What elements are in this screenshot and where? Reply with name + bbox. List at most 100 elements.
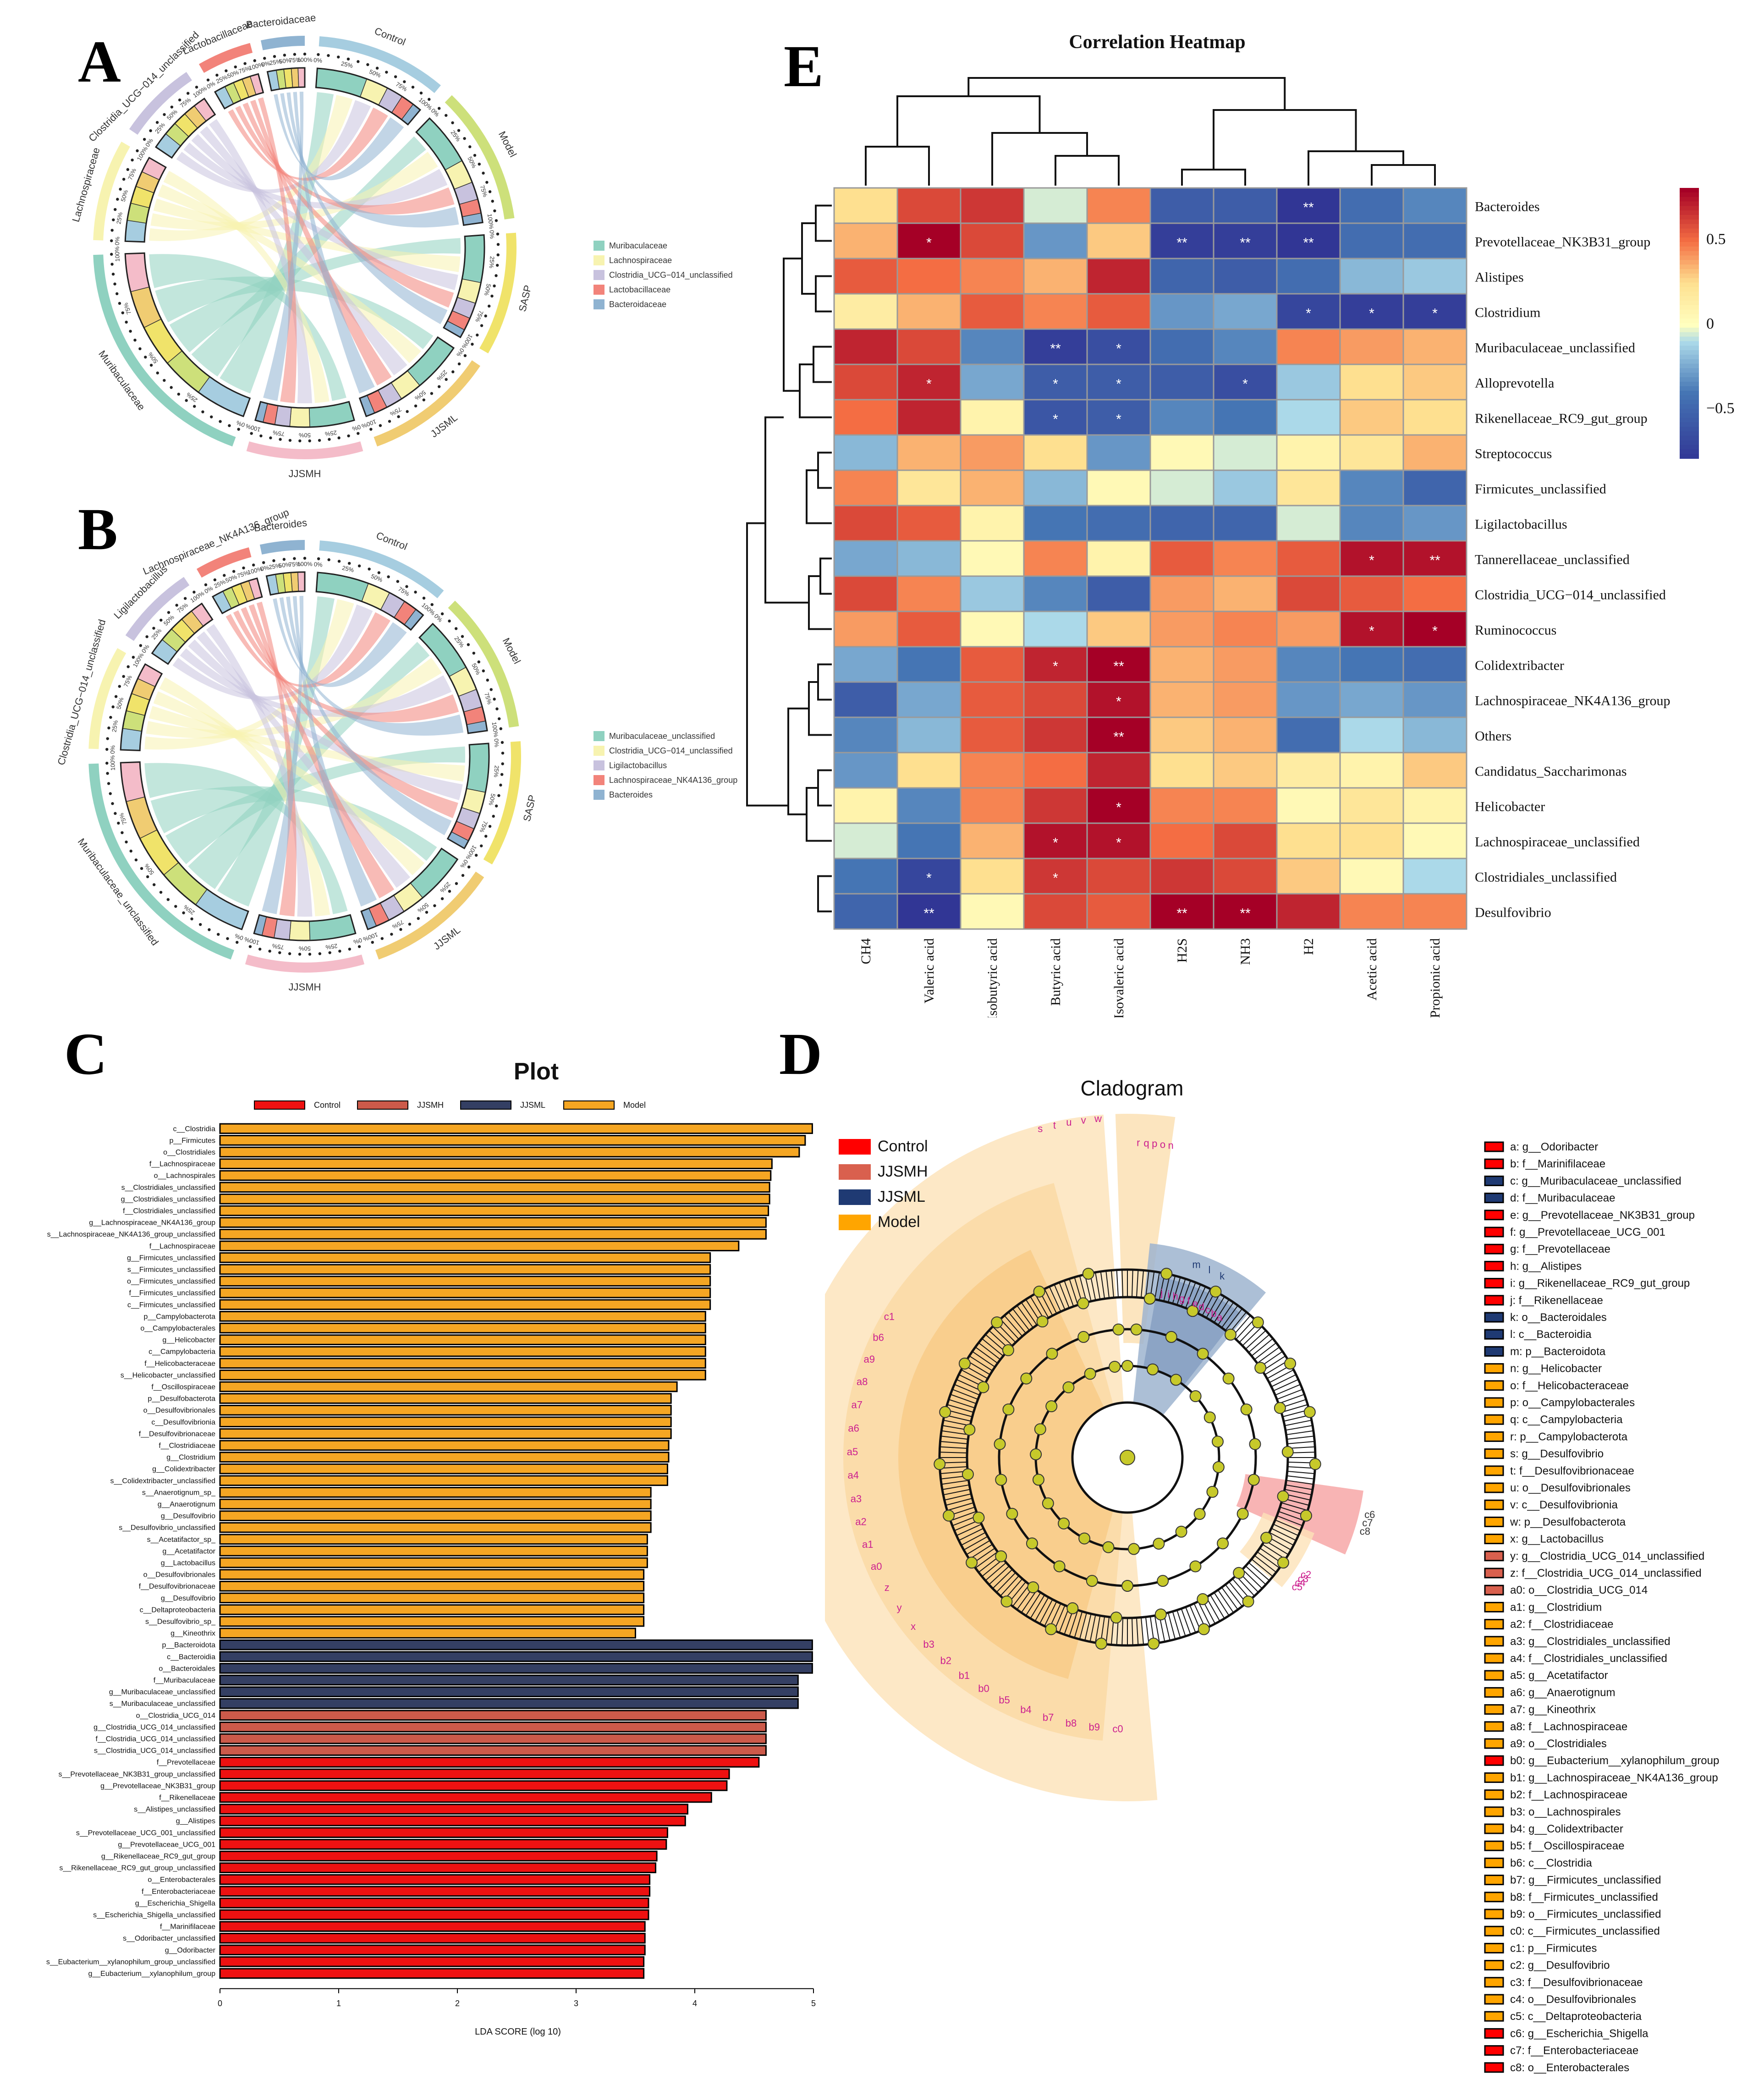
track-outline [120,761,249,930]
heatmap-cell [1149,363,1214,401]
clade-node [1078,1532,1091,1545]
tick-dot [110,263,114,266]
clade-spoke [1286,1475,1314,1480]
bar-label: s__Rikenellaceae_RC9_gut_group_unclassif… [59,1865,215,1872]
key-label: a1: g__Clostridium [1510,1601,1602,1613]
bar-label: g__Escherichia_Shigella [135,1899,215,1907]
clade-spoke [1181,1608,1191,1635]
track-outline [253,914,357,941]
key-label: e: g__Prevotellaceae_NK3B31_group [1510,1209,1695,1221]
key-swatch [1484,1260,1504,1271]
tick-dot [163,113,166,116]
bar [219,1276,711,1287]
heatmap-cell [1023,752,1088,789]
bar-label: s__Acetatifactor_sp_ [147,1536,216,1544]
tick-dot [478,162,481,166]
heatmap-cell [1339,399,1404,436]
clade-spoke [947,1404,974,1413]
clade-spoke [1039,1599,1053,1624]
tick-dot [107,782,110,785]
clade-spoke [1049,1286,1061,1312]
bar-label: f__Helicobacteraceae [144,1360,215,1368]
row-label: Alistipes [1475,270,1524,285]
bar-label: f__Muribaculaceae [154,1677,215,1684]
clade-node [1086,1575,1098,1587]
tick-dot [136,149,139,153]
bar [219,1886,651,1897]
tick-dot [178,98,181,102]
row-label: Lachnospiraceae_unclassified [1475,835,1640,850]
heatmap-cell [1023,611,1088,648]
legend-swatch [839,1164,871,1180]
clade-label: a4 [848,1469,859,1481]
clade-label: a7 [851,1399,862,1410]
clade-spoke [1281,1502,1308,1511]
clade-node [1147,1363,1159,1375]
key-label: o: f__Helicobacteraceae [1510,1380,1629,1392]
legend-swatch [460,1100,511,1110]
key-swatch [1484,1448,1504,1459]
tick-dot [252,563,255,567]
tick-dot [484,835,488,838]
bar [219,1674,799,1686]
bar [219,1322,706,1334]
row-label: Muribaculaceae_unclassified [1475,341,1635,356]
bar-label: s__Alistipes_unclassified [134,1806,215,1814]
tick-dot [121,831,124,834]
heatmap-cell [1402,434,1467,471]
clade-node [1160,1267,1173,1280]
heatmap-cell [1149,611,1214,648]
composition-track [214,73,264,109]
tick-dot [217,933,220,936]
group-outer-arc [445,95,515,220]
significance-label: ** [1113,659,1124,674]
clade-label: z [885,1582,890,1593]
tick-dot [491,199,494,203]
clade-node [1112,1323,1125,1336]
tick-dot [174,905,177,908]
tick-dot [317,557,320,561]
clade-node [1217,1537,1229,1550]
track-outline [418,622,488,734]
heatmap-cell [1023,328,1088,365]
bar [219,1874,651,1885]
key-label: h: g__Alistipes [1510,1260,1582,1272]
bar-label: f__Enterobacteriaceae [142,1888,215,1896]
tick-dot [454,627,458,630]
colorbar-step [1680,269,1699,274]
clade-spoke [1084,1613,1092,1641]
heatmap-cell [1402,258,1467,295]
clade-spoke [1217,1590,1234,1613]
clade-spoke [942,1484,970,1490]
tick-label: 0% [313,56,323,64]
dendrogram-link [991,132,1088,186]
significance-label: ** [1176,236,1187,251]
clade-node [1006,1507,1018,1520]
heatmap-cell [1339,505,1404,542]
tick-dot [110,239,113,242]
heatmap-cell [1149,681,1214,718]
chord-ribbon [149,95,353,241]
tick-dot [346,57,350,61]
key-swatch [1484,1977,1504,1988]
clade-node [1153,1537,1165,1550]
clade-spoke [1221,1305,1238,1328]
clade-node [1197,1348,1209,1360]
heatmap-cell [1402,222,1467,259]
clade-spoke [1217,1302,1234,1326]
chord-diagram-a: 0% 25%50%75%100%Control0%25%50%75%100%Mod… [70,12,732,479]
heatmap-cell [1213,258,1278,295]
colorbar-step [1680,350,1699,355]
clade-spoke [1004,1315,1023,1337]
heatmap-cell [960,787,1025,824]
tick-dot [152,627,155,630]
key-swatch [1484,1670,1504,1681]
bar-label: p__Campylobacterota [143,1313,215,1320]
dendrogram-link [817,451,832,489]
heatmap-cell [1402,822,1467,859]
tick-dot [109,792,112,795]
clade-spoke [1154,1272,1160,1300]
clade-node [1066,1602,1079,1614]
composition-segment [315,68,368,98]
key-label: c2: g__Desulfovibrio [1510,1959,1610,1972]
